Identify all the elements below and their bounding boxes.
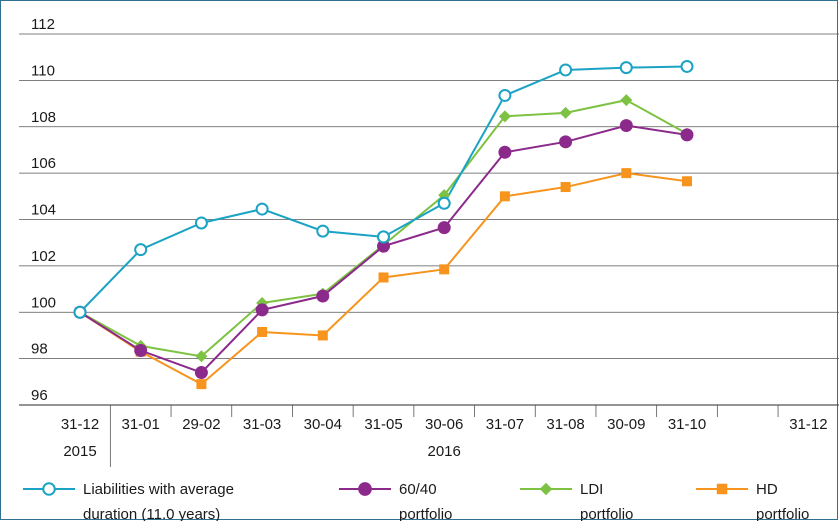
data-point bbox=[317, 330, 328, 341]
data-point bbox=[439, 264, 450, 275]
x-year-label: 2015 bbox=[63, 443, 96, 460]
data-point bbox=[619, 119, 633, 133]
x-tick-label: 31-12 bbox=[789, 416, 827, 433]
series-markers bbox=[73, 59, 694, 390]
data-point bbox=[377, 239, 390, 253]
data-point bbox=[358, 482, 372, 496]
data-point bbox=[682, 176, 692, 187]
data-point bbox=[194, 366, 208, 380]
y-axis-tick-labels: 96 98 100 102 104 106 108 110 112 bbox=[31, 16, 56, 404]
x-tick-label: 30-06 bbox=[425, 416, 463, 433]
y-tick-label: 98 bbox=[31, 341, 48, 358]
data-point bbox=[134, 344, 148, 358]
y-tick-label: 102 bbox=[31, 248, 56, 265]
legend-label: duration (11.0 years) bbox=[83, 506, 220, 521]
data-point bbox=[620, 94, 633, 107]
x-year-label: 2016 bbox=[428, 443, 461, 460]
data-point bbox=[498, 110, 511, 123]
y-tick-label: 110 bbox=[31, 62, 55, 79]
y-tick-label: 106 bbox=[31, 155, 56, 172]
legend-label: portfolio bbox=[580, 506, 633, 521]
data-point bbox=[498, 88, 512, 102]
y-tick-label: 100 bbox=[31, 294, 56, 311]
series-line bbox=[79, 99, 688, 358]
data-point bbox=[316, 224, 330, 238]
data-point bbox=[255, 303, 269, 317]
data-point bbox=[255, 202, 269, 216]
data-point bbox=[195, 350, 208, 363]
x-axis: 31-12 31-01 29-02 31-03 30-04 31-05 30-06 31-07… bbox=[61, 405, 828, 467]
x-tick-label: 30-09 bbox=[607, 416, 645, 433]
data-point bbox=[680, 59, 694, 73]
data-point bbox=[539, 482, 553, 496]
data-point bbox=[560, 182, 571, 193]
legend-label: HD bbox=[756, 481, 778, 498]
data-point bbox=[621, 168, 632, 179]
data-point bbox=[73, 305, 87, 319]
data-point bbox=[196, 379, 207, 390]
legend: Liabilities with average duration (11.0 y… bbox=[23, 481, 809, 523]
x-tick-label: 29-02 bbox=[182, 416, 220, 433]
data-point bbox=[559, 106, 572, 119]
data-point bbox=[437, 196, 451, 210]
series-lines bbox=[79, 65, 688, 386]
data-point bbox=[559, 63, 573, 77]
x-tick-label: 31-12 bbox=[61, 416, 99, 433]
x-tick-label: 31-01 bbox=[122, 416, 160, 433]
data-point bbox=[716, 483, 728, 495]
legend-label: portfolio bbox=[756, 506, 809, 521]
legend-label: 60/40 bbox=[399, 481, 437, 498]
x-tick-label: 31-05 bbox=[364, 416, 402, 433]
data-point bbox=[499, 191, 510, 202]
data-point bbox=[619, 61, 633, 75]
x-tick-label: 31-03 bbox=[243, 416, 281, 433]
y-tick-label: 96 bbox=[31, 387, 48, 404]
x-tick-label: 31-10 bbox=[668, 416, 706, 433]
data-point bbox=[498, 145, 512, 159]
y-tick-label: 108 bbox=[31, 109, 56, 126]
data-point bbox=[559, 135, 573, 149]
data-point bbox=[134, 243, 148, 257]
data-point bbox=[42, 482, 56, 496]
legend-label: portfolio bbox=[399, 506, 452, 521]
legend-label: Liabilities with average bbox=[83, 481, 234, 498]
data-point bbox=[437, 221, 451, 235]
data-point bbox=[257, 326, 268, 337]
data-point bbox=[680, 128, 694, 142]
legend-label: LDI bbox=[580, 481, 603, 498]
x-tick-label: 31-08 bbox=[546, 416, 584, 433]
x-tick-label: 30-04 bbox=[304, 416, 342, 433]
x-tick-label: 31-07 bbox=[486, 416, 524, 433]
data-point bbox=[316, 289, 330, 303]
y-tick-label: 112 bbox=[31, 16, 55, 33]
data-point bbox=[377, 230, 390, 244]
y-tick-label: 104 bbox=[31, 202, 56, 219]
data-point bbox=[378, 272, 389, 283]
data-point bbox=[194, 216, 208, 230]
